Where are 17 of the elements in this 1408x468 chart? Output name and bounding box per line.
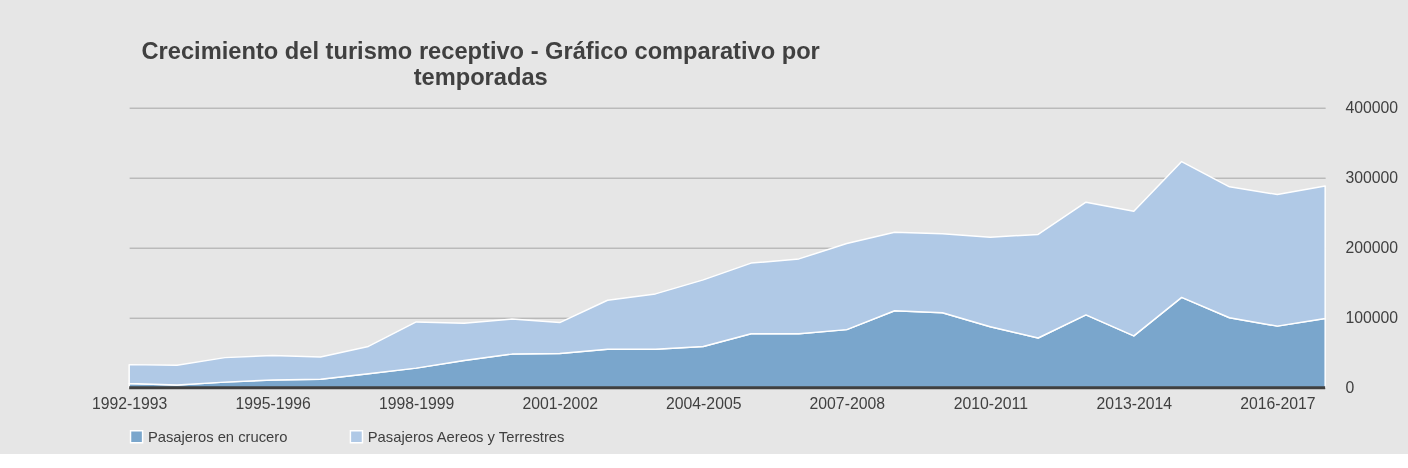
legend-label: Pasajeros en crucero: [147, 428, 288, 445]
legend-label: Pasajeros Aereos y Terrestres: [367, 428, 565, 445]
y-tick-label: 0: [1345, 379, 1355, 397]
x-tick-label: 2004-2005: [666, 394, 742, 412]
x-tick-label: 1998-1999: [379, 394, 455, 412]
x-tick-label: 1995-1996: [235, 394, 312, 412]
y-tick-label: 300000: [1345, 169, 1399, 187]
x-tick-label: 2007-2008: [809, 394, 886, 412]
x-tick-label: 2010-2011: [953, 394, 1028, 412]
chart-title: Crecimiento del turismo receptivo - Gráfico comparativo por temporadas: [141, 38, 820, 91]
x-tick-label: 2013-2014: [1096, 394, 1173, 412]
y-tick-label: 100000: [1345, 309, 1399, 327]
y-tick-label: 200000: [1345, 239, 1399, 257]
y-tick-label: 400000: [1345, 99, 1399, 117]
x-tick-label: 1992-1993: [91, 394, 168, 412]
x-tick-label: 2001-2002: [522, 394, 598, 412]
x-tick-label: 2016-2017: [1240, 394, 1316, 412]
